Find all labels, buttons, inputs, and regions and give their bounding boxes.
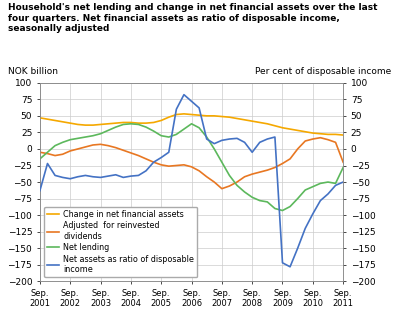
Text: NOK billion: NOK billion	[8, 67, 58, 76]
Text: Per cent of disposable income: Per cent of disposable income	[255, 67, 391, 76]
Text: Household's net lending and change in net financial assets over the last
four qu: Household's net lending and change in ne…	[8, 3, 377, 33]
Legend: Change in net financial assets, Adjusted  for reinvested
dividends, Net lending,: Change in net financial assets, Adjusted…	[44, 207, 198, 277]
